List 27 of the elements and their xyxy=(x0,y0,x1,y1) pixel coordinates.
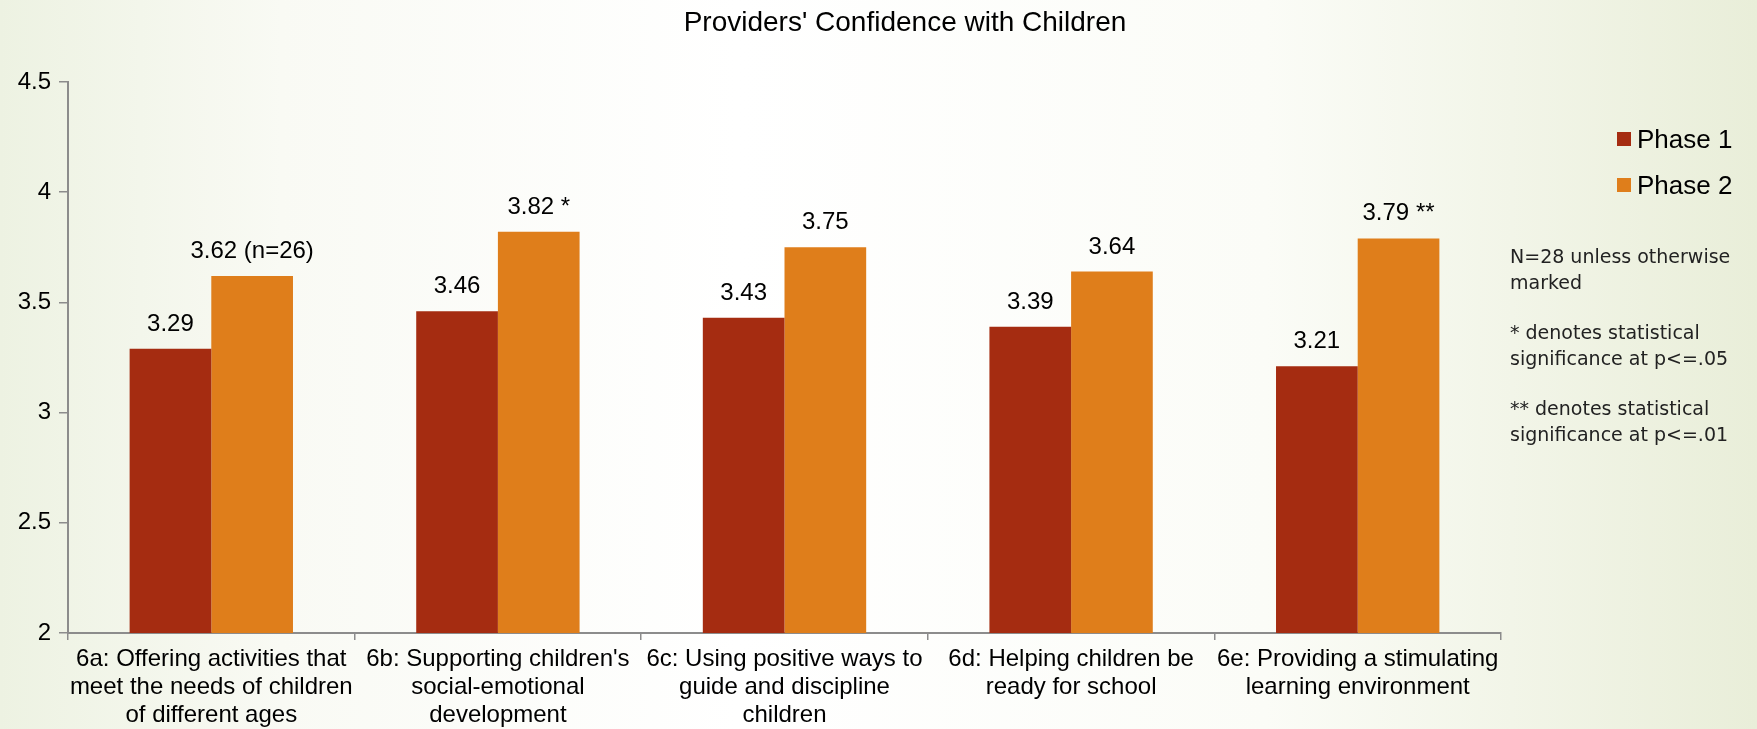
data-label: 3.82 * xyxy=(507,191,571,219)
x-tick-label: 6a: Offering activities that meet the needs of children of different ages xyxy=(69,644,353,727)
data-label: 3.21 xyxy=(1293,326,1341,354)
data-label: 3.29 xyxy=(147,308,194,336)
y-tick-label: 3 xyxy=(37,397,51,425)
chart-title: Providers' Confidence with Children xyxy=(683,5,1127,39)
x-tick-label: 6e: Providing a stimulating learning environment xyxy=(1216,644,1499,700)
text: ** denotes statistical significance at p<=.01 xyxy=(1510,396,1730,447)
legend-label: Phase 1 xyxy=(1637,123,1733,155)
data-label: 3.75 xyxy=(801,207,849,235)
y-tick-label: 3.5 xyxy=(17,287,51,315)
data-label: 3.39 xyxy=(1006,286,1054,314)
data-label: 3.46 xyxy=(433,271,481,299)
y-tick-label: 2 xyxy=(37,617,51,645)
x-tick-label: 6c: Using positive ways to guide and discipline children xyxy=(646,644,923,727)
data-label: 3.64 xyxy=(1088,231,1136,259)
y-tick-label: 4.5 xyxy=(17,66,51,94)
y-tick-label: 2.5 xyxy=(17,507,51,535)
data-label: 3.62 (n=26) xyxy=(190,235,314,263)
legend-label: Phase 2 xyxy=(1637,169,1733,201)
text: * denotes statistical significance at p<=.05 xyxy=(1510,320,1730,371)
x-tick-label: 6d: Helping children be ready for school xyxy=(948,644,1194,700)
y-tick-label: 4 xyxy=(37,176,51,204)
x-tick-label: 6b: Supporting children's social-emotional development xyxy=(366,644,630,727)
data-label: 3.43 xyxy=(720,277,768,305)
text: N=28 unless otherwise marked xyxy=(1510,244,1732,295)
data-label: 3.79 ** xyxy=(1362,198,1435,226)
